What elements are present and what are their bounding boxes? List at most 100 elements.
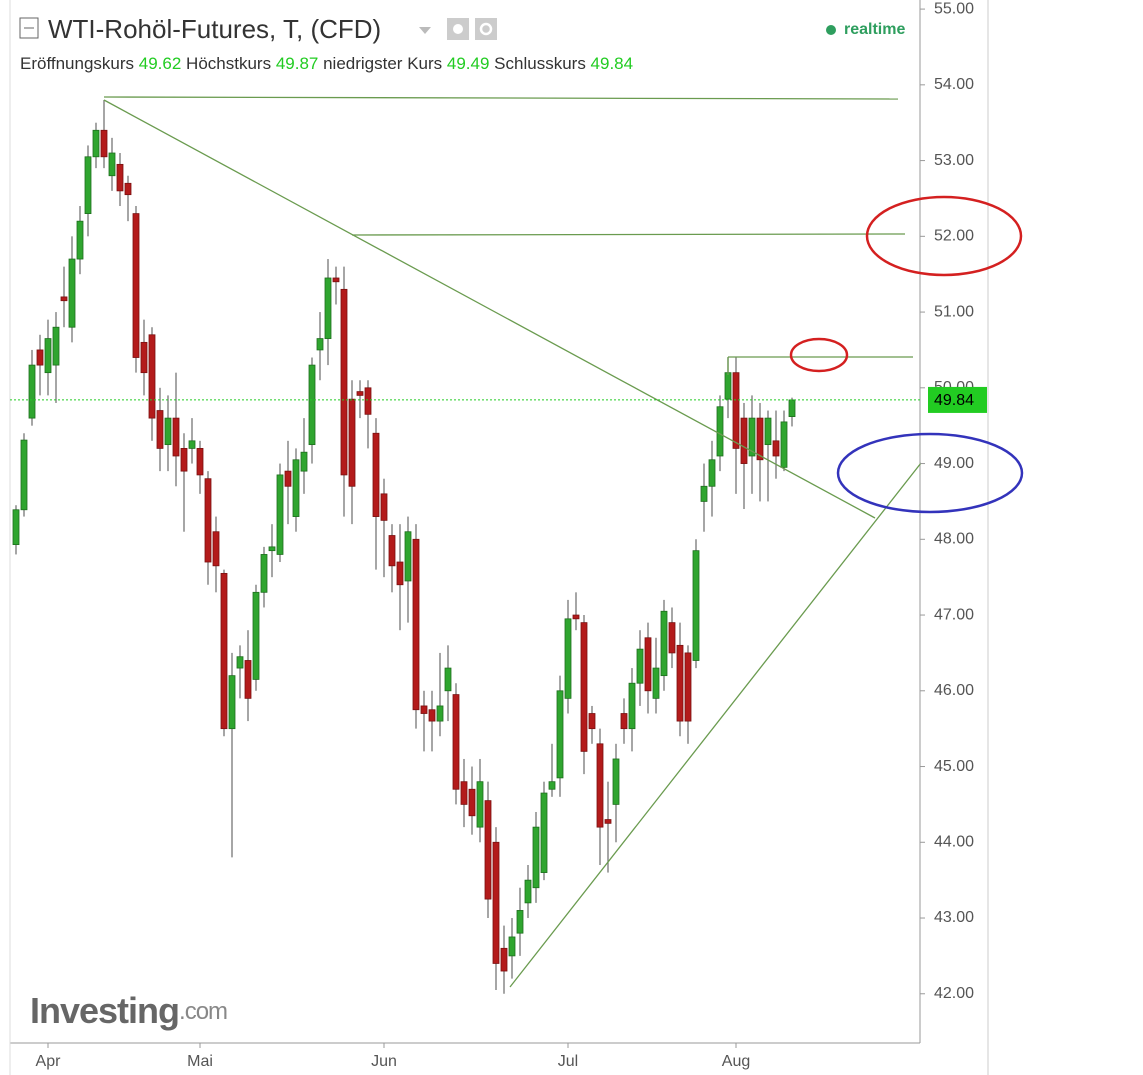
- candle-body: [516, 910, 524, 934]
- candle-body: [588, 713, 596, 730]
- candle-body: [108, 152, 116, 177]
- y-tick-label: 46.00: [934, 682, 974, 699]
- x-tick-label: Jun: [371, 1053, 397, 1070]
- candle-body: [492, 841, 500, 964]
- candle-body: [340, 288, 348, 476]
- last-price-label: 49.84: [934, 392, 974, 409]
- candle-body: [284, 470, 292, 487]
- candle-body: [236, 656, 244, 669]
- candle-body: [732, 372, 740, 449]
- candle-body: [292, 459, 300, 517]
- candle-body: [428, 709, 436, 722]
- candle-body: [692, 550, 700, 661]
- candle-body: [356, 391, 364, 396]
- y-tick-label: 45.00: [934, 758, 974, 775]
- candle-body: [756, 417, 764, 461]
- ohlc-label: Eröffnungskurs: [20, 54, 134, 73]
- resistance-line: [351, 233, 906, 236]
- candle-body: [508, 936, 516, 957]
- candle-body: [628, 682, 636, 730]
- candle-body: [740, 417, 748, 464]
- y-tick-label: 55.00: [934, 0, 974, 17]
- candle-body: [364, 387, 372, 415]
- candle-body: [524, 879, 532, 904]
- candle-body: [532, 826, 540, 889]
- candle-body: [396, 561, 404, 586]
- y-tick-label: 48.00: [934, 531, 974, 548]
- y-tick-label: 54.00: [934, 76, 974, 93]
- candle-body: [700, 485, 708, 502]
- candle-body: [596, 743, 604, 828]
- candle-body: [788, 399, 796, 417]
- candle-body: [276, 474, 284, 555]
- watermark-suffix: .com: [179, 998, 227, 1025]
- candle-body: [92, 129, 100, 158]
- candle-body: [84, 156, 92, 214]
- candle-body: [332, 277, 340, 283]
- candle-body: [20, 439, 28, 511]
- resistance-line: [103, 96, 899, 100]
- drawings: [103, 96, 922, 988]
- x-tick-label: Jul: [558, 1053, 578, 1070]
- x-tick-label: Mai: [187, 1053, 213, 1070]
- candle-body: [132, 213, 140, 358]
- chart-title: WTI-Rohöl-Futures, T, (CFD): [48, 14, 381, 44]
- candle-body: [668, 622, 676, 654]
- candle-body: [476, 781, 484, 828]
- candle-body: [140, 341, 148, 374]
- y-tick-label: 51.00: [934, 303, 974, 320]
- candle-body: [116, 163, 124, 192]
- candle-body: [268, 546, 276, 552]
- candle-body: [772, 440, 780, 457]
- candle-body: [412, 538, 420, 711]
- candle-body: [724, 372, 732, 400]
- candle-body: [316, 338, 324, 351]
- candle-body: [372, 432, 380, 517]
- candle-body: [52, 326, 60, 366]
- candle-body: [188, 440, 196, 449]
- candle-body: [44, 338, 52, 374]
- candle-body: [604, 819, 612, 824]
- settings-icon[interactable]: [475, 18, 497, 40]
- y-tick-label: 47.00: [934, 606, 974, 623]
- watermark: Investing.com: [30, 990, 227, 1031]
- ohlc-label: Höchstkurs: [186, 54, 271, 73]
- candle-body: [420, 705, 428, 714]
- candle-body: [612, 758, 620, 805]
- ohlc-label: niedrigster Kurs: [323, 54, 442, 73]
- candle-body: [564, 618, 572, 699]
- y-tick-label: 52.00: [934, 228, 974, 245]
- candle-body: [676, 644, 684, 722]
- highlight-ellipse: [865, 195, 1023, 277]
- ohlc-value: 49.84: [591, 54, 634, 73]
- candle-body: [636, 648, 644, 684]
- candle-body: [500, 947, 508, 972]
- candle-body: [716, 406, 724, 457]
- candle-body: [388, 535, 396, 567]
- candle-body: [580, 622, 588, 752]
- candle-body: [36, 349, 44, 366]
- candle-body: [620, 713, 628, 730]
- last-price-tag: [928, 386, 987, 413]
- candle-body: [60, 296, 68, 302]
- candle-body: [548, 781, 556, 790]
- candle-body: [748, 417, 756, 457]
- visibility-icon: [453, 24, 463, 34]
- candle-body: [220, 572, 228, 730]
- candle-body: [180, 448, 188, 472]
- trend-line: [103, 99, 876, 519]
- y-tick-label: 44.00: [934, 833, 974, 850]
- y-tick-label: 53.00: [934, 152, 974, 169]
- y-tick-label: 49.00: [934, 455, 974, 472]
- candle-body: [228, 675, 236, 730]
- dropdown-icon[interactable]: [419, 27, 431, 34]
- candle-body: [540, 792, 548, 873]
- candle-body: [12, 509, 20, 546]
- x-tick-label: Apr: [36, 1053, 62, 1070]
- candle-body: [196, 448, 204, 476]
- status-dot: [826, 25, 836, 35]
- candle-body: [556, 690, 564, 779]
- plot-area: [12, 99, 796, 994]
- candle-body: [300, 451, 308, 472]
